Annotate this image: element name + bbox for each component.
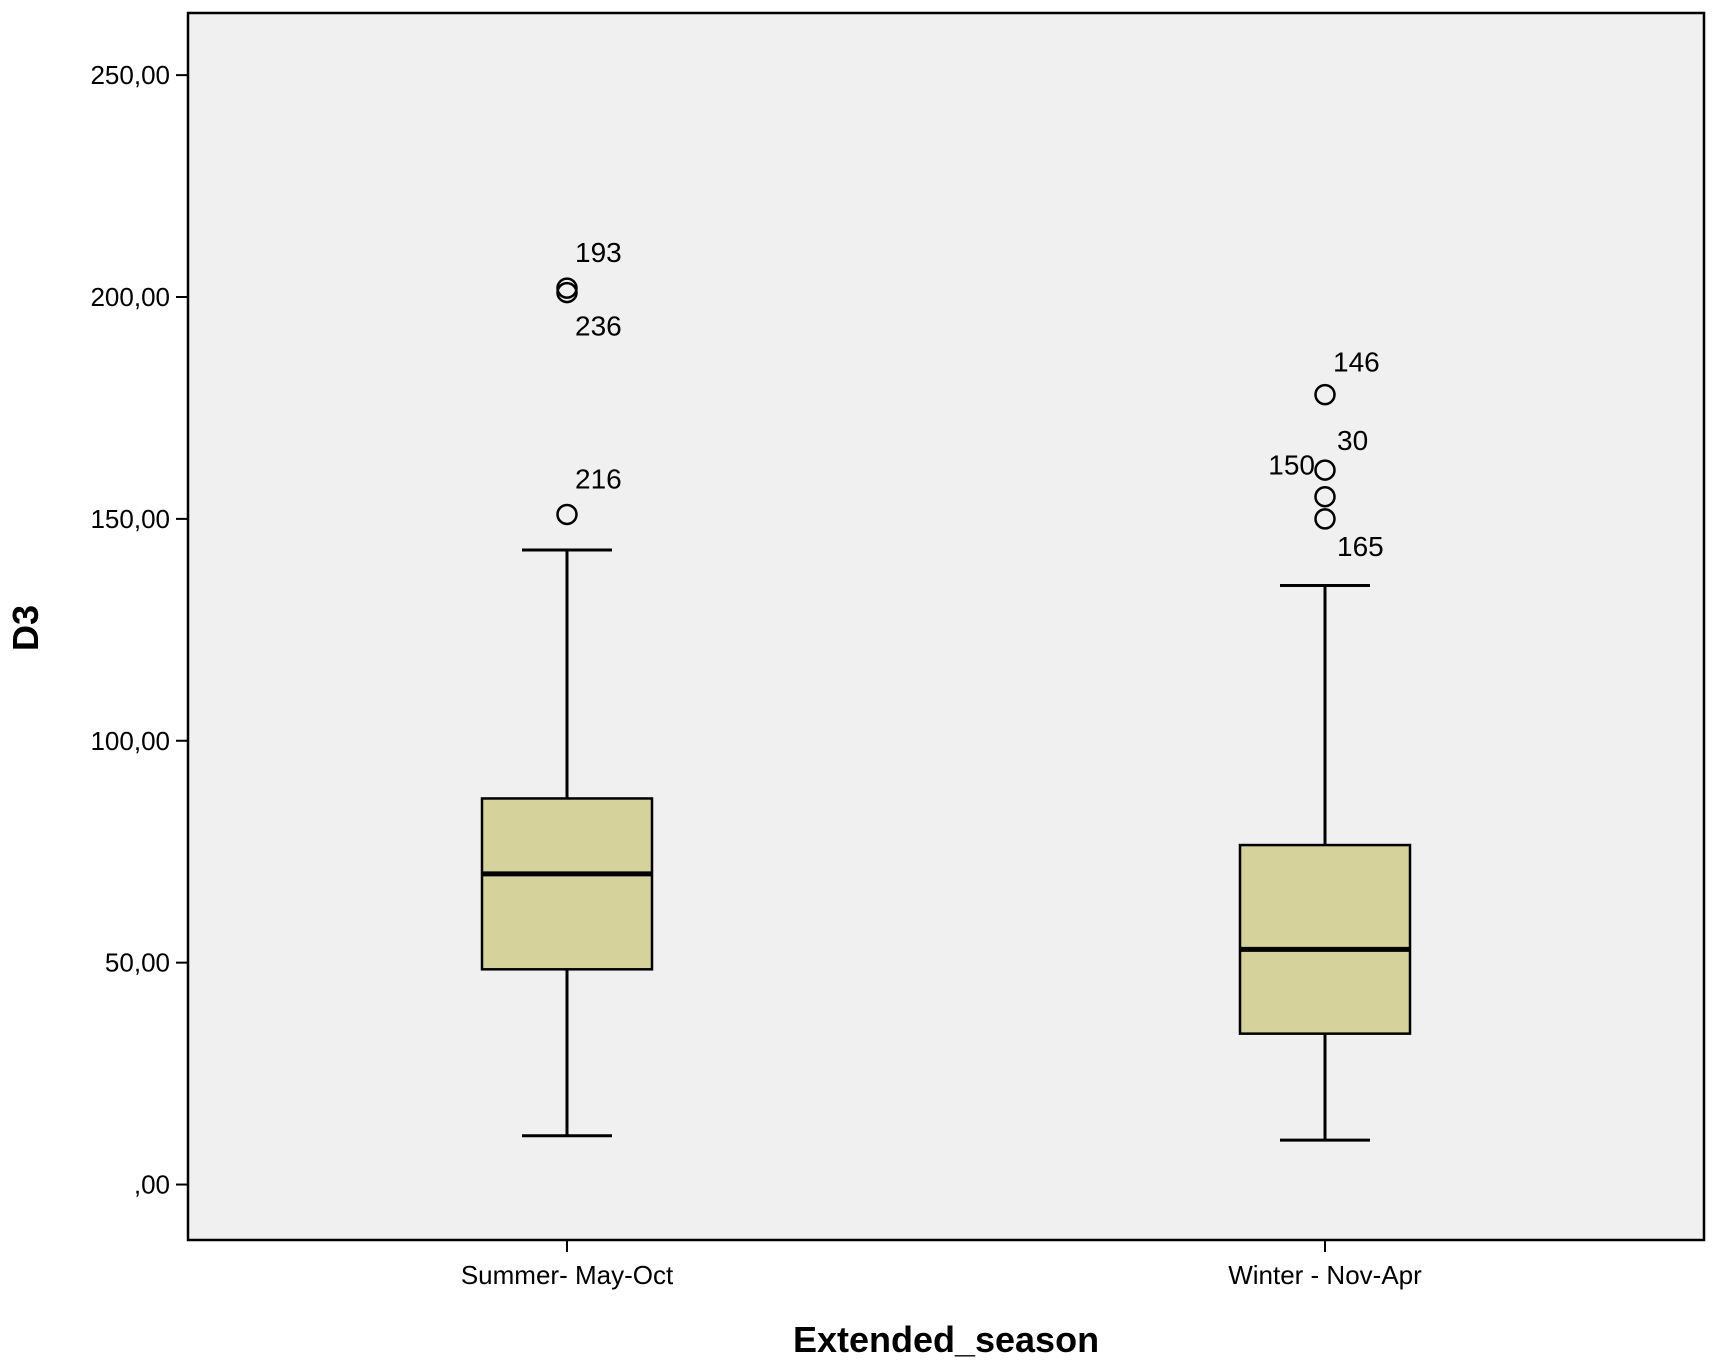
box [480,797,654,971]
outlier-point [1314,459,1336,481]
x-tick-label: Summer- May-Oct [461,1260,674,1290]
y-tick-label: 150,00 [90,504,170,534]
outlier-label: 165 [1337,531,1384,562]
y-tick-label: 200,00 [90,282,170,312]
y-tick-label: ,00 [134,1170,170,1200]
outlier-point [556,281,578,304]
outlier-point [556,503,578,526]
outlier-point [1314,383,1336,406]
y-axis: ,00 50,00 100,00 150,00 200,00 250,00 [90,60,188,1200]
x-axis: Summer- May-Oct Winter - Nov-Apr [461,1240,1422,1290]
outlier-label: 216 [575,463,622,494]
y-axis-title: D3 [5,605,46,651]
outlier-label: 150 [1268,450,1315,481]
y-tick-label: 250,00 [90,60,170,90]
x-axis-title: Extended_season [793,1319,1099,1360]
y-tick-label: 50,00 [105,948,170,978]
boxes [480,548,1412,1142]
y-tick-label: 100,00 [90,726,170,756]
outlier-label: 30 [1337,425,1368,456]
outlier-point [1314,508,1336,530]
plot-area [186,11,1706,1242]
outliers: 193 236 216 146 30 150 165 [556,237,1384,562]
x-tick-label: Winter - Nov-Apr [1228,1260,1422,1290]
outlier-label: 236 [575,311,622,342]
outlier-label: 146 [1333,347,1380,378]
box [1238,843,1412,1035]
outlier-point [1314,485,1336,508]
outlier-label: 193 [575,237,622,268]
